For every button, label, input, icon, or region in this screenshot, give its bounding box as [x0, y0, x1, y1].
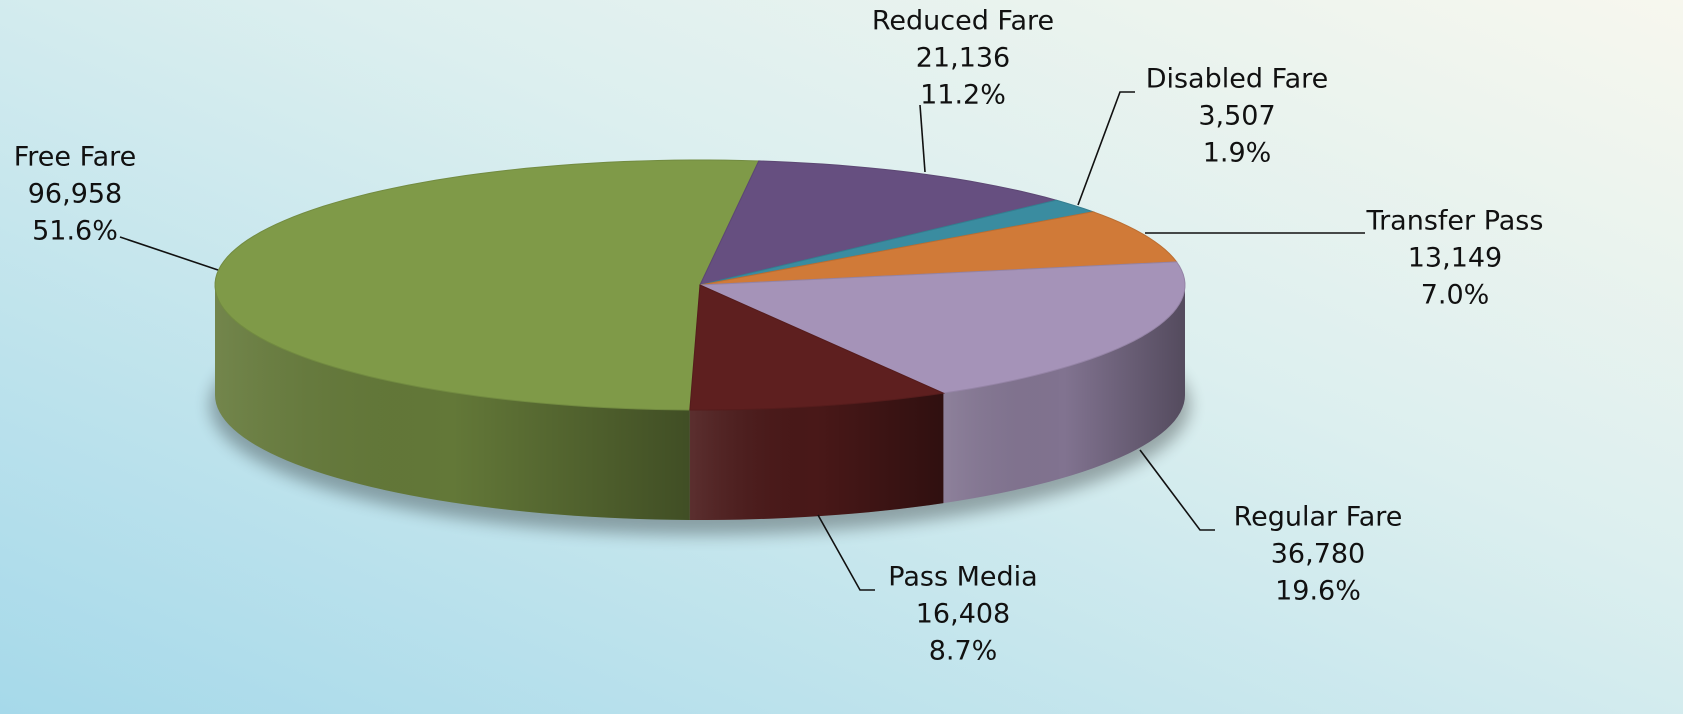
slice [699, 261, 1186, 394]
slice [699, 160, 1057, 286]
category-label: Free Fare [14, 142, 137, 173]
leader-line [1077, 91, 1135, 206]
slice [214, 159, 760, 411]
side-shade [215, 285, 690, 520]
leader-line [119, 236, 219, 271]
count-label: 36,780 [1271, 539, 1365, 570]
count-label: 3,507 [1198, 101, 1275, 132]
value-label: 19.6% [1275, 576, 1361, 607]
value-label: 51.6% [32, 216, 118, 247]
value-label: 11.2% [920, 80, 1006, 111]
leader-line [1139, 449, 1215, 531]
value-label: 1.9% [1203, 138, 1272, 169]
category-label: Disabled Fare [1146, 64, 1329, 95]
slice [699, 211, 1178, 286]
leader-line [919, 104, 926, 173]
category-label: Transfer Pass [1366, 206, 1544, 237]
side-shade [943, 285, 1185, 504]
leader-line [817, 514, 875, 591]
count-label: 96,958 [28, 179, 122, 210]
value-label: 8.7% [929, 636, 998, 667]
side-shade [689, 393, 944, 520]
category-label: Pass Media [888, 562, 1037, 593]
value-label: 7.0% [1421, 280, 1490, 311]
category-label: Reduced Fare [872, 6, 1054, 37]
count-label: 13,149 [1408, 243, 1502, 274]
slice [689, 284, 946, 411]
category-label: Regular Fare [1234, 502, 1403, 533]
count-label: 16,408 [916, 599, 1010, 630]
count-label: 21,136 [916, 43, 1010, 74]
